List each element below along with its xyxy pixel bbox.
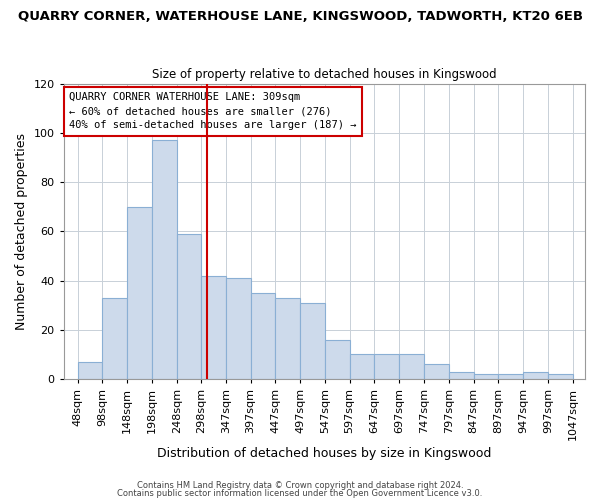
- Bar: [350, 354, 374, 379]
- Bar: [77, 362, 103, 379]
- Bar: [176, 234, 202, 379]
- Bar: [498, 374, 523, 379]
- Bar: [325, 340, 350, 379]
- X-axis label: Distribution of detached houses by size in Kingswood: Distribution of detached houses by size …: [157, 447, 491, 460]
- Bar: [127, 206, 152, 379]
- Bar: [374, 354, 399, 379]
- Bar: [251, 293, 275, 379]
- Title: Size of property relative to detached houses in Kingswood: Size of property relative to detached ho…: [152, 68, 497, 81]
- Bar: [473, 374, 498, 379]
- Bar: [449, 372, 473, 379]
- Bar: [523, 372, 548, 379]
- Bar: [548, 374, 572, 379]
- Bar: [275, 298, 300, 379]
- Text: Contains HM Land Registry data © Crown copyright and database right 2024.: Contains HM Land Registry data © Crown c…: [137, 481, 463, 490]
- Bar: [300, 302, 325, 379]
- Y-axis label: Number of detached properties: Number of detached properties: [15, 133, 28, 330]
- Bar: [103, 298, 127, 379]
- Bar: [424, 364, 449, 379]
- Bar: [226, 278, 251, 379]
- Text: QUARRY CORNER, WATERHOUSE LANE, KINGSWOOD, TADWORTH, KT20 6EB: QUARRY CORNER, WATERHOUSE LANE, KINGSWOO…: [17, 10, 583, 23]
- Text: QUARRY CORNER WATERHOUSE LANE: 309sqm
← 60% of detached houses are smaller (276): QUARRY CORNER WATERHOUSE LANE: 309sqm ← …: [69, 92, 356, 130]
- Text: Contains public sector information licensed under the Open Government Licence v3: Contains public sector information licen…: [118, 488, 482, 498]
- Bar: [202, 276, 226, 379]
- Bar: [399, 354, 424, 379]
- Bar: [152, 140, 176, 379]
